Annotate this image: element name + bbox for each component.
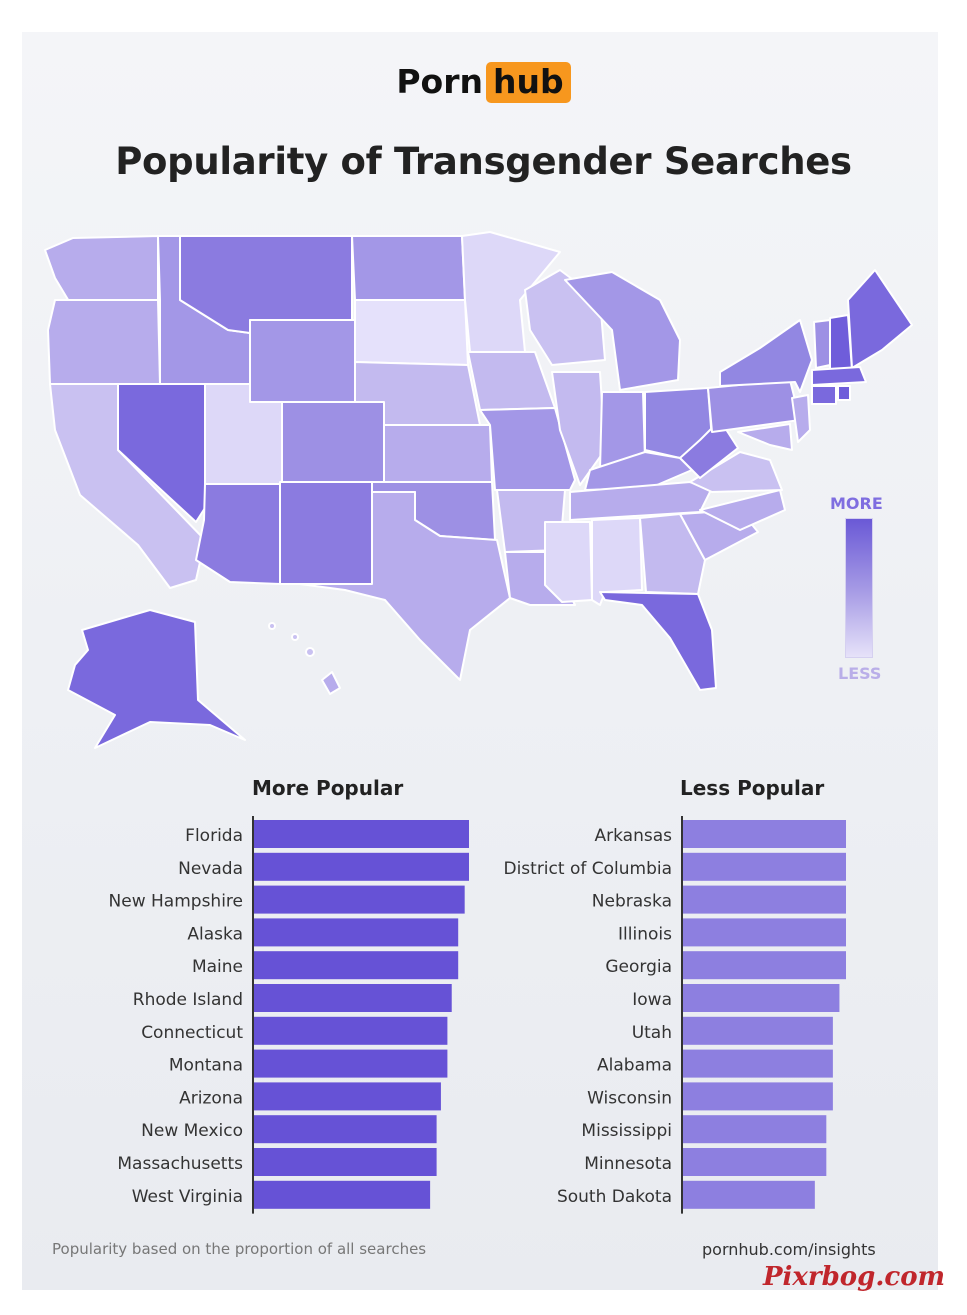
state-iowa	[467, 351, 556, 411]
state-mississippi	[544, 521, 593, 603]
state-vermont	[813, 319, 831, 369]
state-virginia	[689, 451, 783, 493]
more-popular-title: More Popular	[252, 776, 404, 800]
state-florida	[599, 591, 717, 691]
brand-logo-part1: Porn	[396, 62, 483, 101]
state-new-york	[719, 319, 813, 393]
state-kansas	[383, 424, 493, 483]
state-north-dakota	[351, 235, 466, 301]
state-west-virginia	[679, 419, 739, 479]
state-texas	[299, 491, 511, 681]
state-michigan	[564, 271, 681, 391]
state-maryland	[737, 423, 793, 451]
state-illinois	[551, 371, 606, 486]
state-wyoming	[249, 319, 356, 403]
state-south-dakota	[354, 299, 469, 366]
state-north-carolina	[699, 489, 786, 531]
hawaii-island-small	[268, 622, 276, 630]
state-washington	[44, 235, 159, 304]
page-title: Popularity of Transgender Searches	[115, 140, 852, 183]
state-maine	[847, 269, 913, 369]
state-hawaii	[321, 671, 341, 695]
state-arizona	[195, 483, 281, 585]
brand-logo: Porn hub	[0, 62, 967, 103]
state-massachusetts	[811, 366, 867, 386]
legend-less-label: LESS	[838, 664, 882, 683]
state-colorado	[281, 401, 385, 483]
watermark: Pixrbog.com	[763, 1262, 946, 1292]
less-popular-title: Less Popular	[680, 776, 825, 800]
state-minnesota	[461, 231, 561, 353]
state-missouri	[479, 407, 576, 491]
state-alaska	[67, 609, 246, 749]
footer-note: Popularity based on the proportion of al…	[52, 1240, 427, 1258]
state-georgia	[639, 513, 706, 595]
state-rhode-island	[837, 385, 851, 401]
brand-logo-part2: hub	[486, 62, 571, 103]
state-tennessee	[569, 481, 713, 521]
state-connecticut	[811, 385, 837, 405]
legend-gradient-bar	[845, 518, 873, 658]
state-new-mexico	[279, 481, 373, 585]
state-new-jersey	[791, 394, 811, 443]
footer-source: pornhub.com/insights	[702, 1240, 876, 1259]
hawaii-island-small	[291, 633, 299, 641]
hawaii-island-small	[305, 647, 315, 657]
state-oregon	[47, 299, 161, 385]
us-choropleth-map	[44, 231, 913, 749]
legend-more-label: MORE	[830, 494, 883, 513]
